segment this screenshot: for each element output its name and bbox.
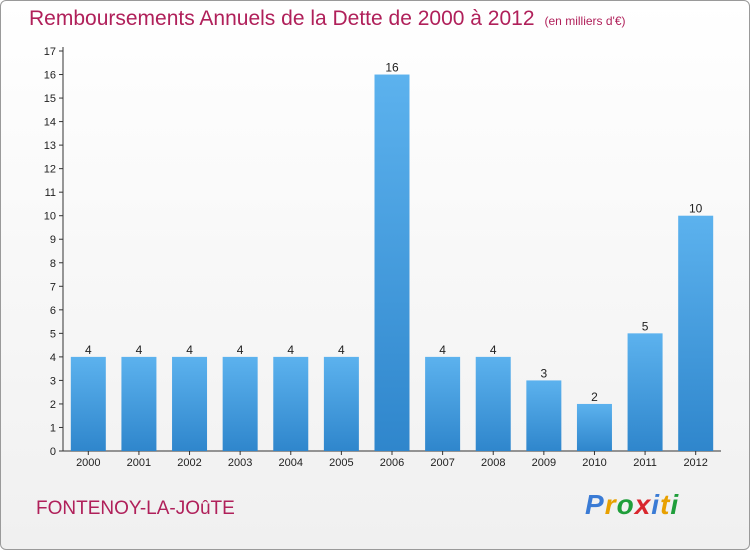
y-tick-label: 8 (50, 258, 56, 270)
y-tick-label: 3 (50, 375, 56, 387)
x-tick-label: 2005 (329, 457, 353, 469)
logo-letter: r (604, 489, 617, 520)
logo-letter: i (651, 489, 661, 520)
x-tick-label: 2012 (683, 457, 707, 469)
bar-value-label: 3 (541, 366, 548, 380)
bar-value-label: 4 (490, 343, 497, 357)
bar-value-label: 5 (642, 319, 649, 333)
bar (627, 333, 663, 451)
x-tick-label: 2003 (228, 457, 252, 469)
bar (222, 356, 258, 451)
x-tick-label: 2004 (279, 457, 303, 469)
bar-value-label: 4 (439, 343, 446, 357)
bar (576, 403, 612, 451)
bar-value-label: 4 (287, 343, 294, 357)
bar-value-label: 4 (186, 343, 193, 357)
bar (475, 356, 511, 451)
bar (121, 356, 157, 451)
x-tick-label: 2000 (76, 457, 100, 469)
y-tick-label: 14 (44, 117, 56, 129)
y-tick-label: 17 (44, 46, 56, 58)
bar-value-label: 16 (385, 61, 399, 75)
chart-title-text: Remboursements Annuels de la Dette de 20… (29, 7, 535, 30)
chart-unit: (en milliers d'€) (544, 14, 626, 28)
y-tick-label: 12 (44, 164, 56, 176)
proxiti-logo: Proxiti (585, 489, 679, 521)
x-tick-label: 2002 (177, 457, 201, 469)
y-tick-label: 16 (44, 70, 56, 82)
bar (425, 356, 461, 451)
bar-value-label: 4 (136, 343, 143, 357)
bar (172, 356, 208, 451)
y-tick-label: 2 (50, 399, 56, 411)
y-tick-label: 1 (50, 422, 56, 434)
bar-value-label: 2 (591, 390, 598, 404)
logo-letter: P (585, 489, 605, 520)
bar-value-label: 4 (338, 343, 345, 357)
chart-bars (70, 74, 714, 451)
chart-title: Remboursements Annuels de la Dette de 20… (29, 7, 626, 31)
x-tick-label: 2001 (127, 457, 151, 469)
y-tick-label: 5 (50, 328, 56, 340)
x-tick-label: 2007 (430, 457, 454, 469)
x-tick-label: 2009 (532, 457, 556, 469)
chart-labels: 4 4 4 4 4 4 16 4 4 3 2 5 10 (85, 61, 703, 404)
logo-letter: o (616, 489, 635, 520)
logo-letter: i (670, 489, 680, 520)
x-tick-label: 2006 (380, 457, 404, 469)
y-tick-label: 6 (50, 305, 56, 317)
bar (526, 380, 562, 451)
bar-value-label: 10 (689, 202, 703, 216)
bar (323, 356, 359, 451)
bar (374, 74, 410, 451)
place-name: FONTENOY-LA-JOûTE (36, 498, 235, 519)
y-tick-label: 13 (44, 140, 56, 152)
y-tick-label: 0 (50, 446, 56, 458)
x-tick-label: 2011 (633, 457, 657, 469)
x-tick-label: 2010 (582, 457, 606, 469)
y-tick-label: 7 (50, 281, 56, 293)
bar-value-label: 4 (237, 343, 244, 357)
x-tick-label: 2008 (481, 457, 505, 469)
y-tick-label: 10 (44, 211, 56, 223)
bar (273, 356, 309, 451)
bar-value-label: 4 (85, 343, 92, 357)
y-tick-label: 11 (45, 187, 56, 199)
y-tick-label: 15 (44, 93, 56, 105)
bar (678, 215, 714, 451)
bar (70, 356, 106, 451)
y-tick-label: 9 (50, 234, 56, 246)
logo-letter: x (634, 489, 652, 520)
y-tick-label: 4 (50, 352, 56, 364)
logo-letter: t (660, 489, 671, 520)
